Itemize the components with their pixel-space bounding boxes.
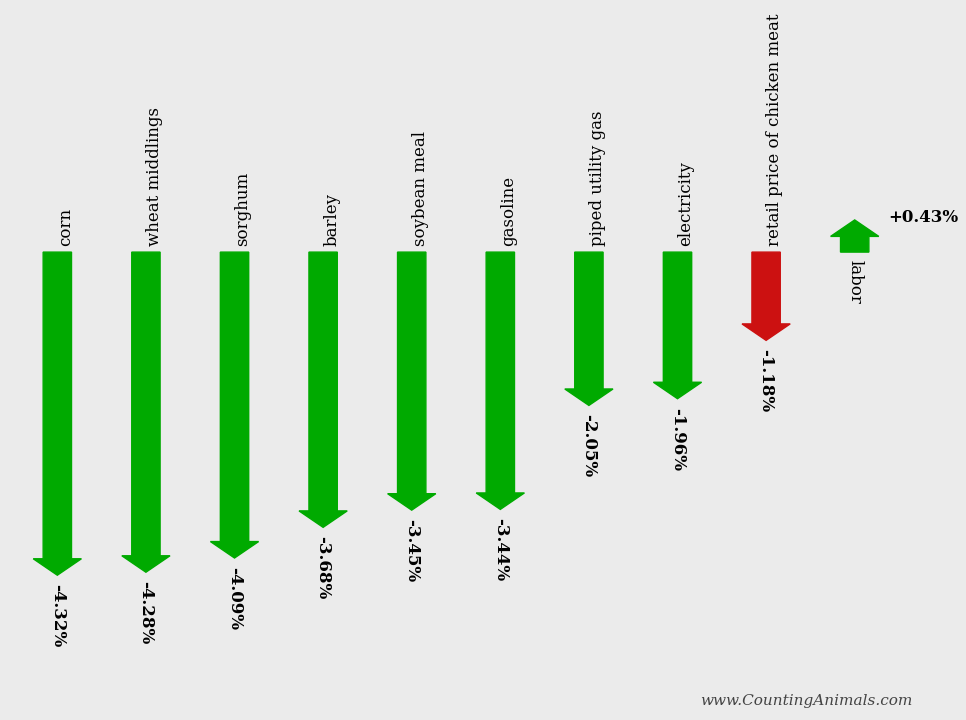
Text: piped utility gas: piped utility gas bbox=[589, 111, 606, 246]
Text: +0.43%: +0.43% bbox=[889, 210, 958, 226]
Text: wheat middlings: wheat middlings bbox=[146, 107, 163, 246]
FancyArrow shape bbox=[299, 252, 347, 527]
FancyArrow shape bbox=[122, 252, 170, 572]
Text: labor: labor bbox=[846, 260, 864, 303]
Text: -4.09%: -4.09% bbox=[226, 567, 243, 630]
FancyArrow shape bbox=[565, 252, 613, 405]
Text: barley: barley bbox=[323, 193, 340, 246]
Text: -4.32%: -4.32% bbox=[49, 584, 66, 647]
Text: electricity: electricity bbox=[677, 161, 695, 246]
Text: -2.05%: -2.05% bbox=[581, 415, 597, 477]
Text: -3.44%: -3.44% bbox=[492, 518, 509, 582]
FancyArrow shape bbox=[211, 252, 259, 558]
Text: retail price of chicken meat: retail price of chicken meat bbox=[766, 14, 783, 246]
Text: -1.18%: -1.18% bbox=[757, 349, 775, 413]
Text: www.CountingAnimals.com: www.CountingAnimals.com bbox=[700, 694, 912, 708]
Text: gasoline: gasoline bbox=[500, 176, 518, 246]
Text: -4.28%: -4.28% bbox=[137, 581, 155, 644]
FancyArrow shape bbox=[742, 252, 790, 341]
FancyArrow shape bbox=[33, 252, 81, 575]
FancyArrow shape bbox=[476, 252, 525, 509]
Text: -3.45%: -3.45% bbox=[403, 519, 420, 582]
Text: sorghum: sorghum bbox=[235, 172, 251, 246]
Text: corn: corn bbox=[57, 208, 74, 246]
Text: -3.68%: -3.68% bbox=[315, 536, 331, 600]
Text: soybean meal: soybean meal bbox=[412, 131, 429, 246]
FancyArrow shape bbox=[831, 220, 879, 252]
FancyArrow shape bbox=[387, 252, 436, 510]
Text: -1.96%: -1.96% bbox=[669, 408, 686, 471]
FancyArrow shape bbox=[653, 252, 701, 399]
